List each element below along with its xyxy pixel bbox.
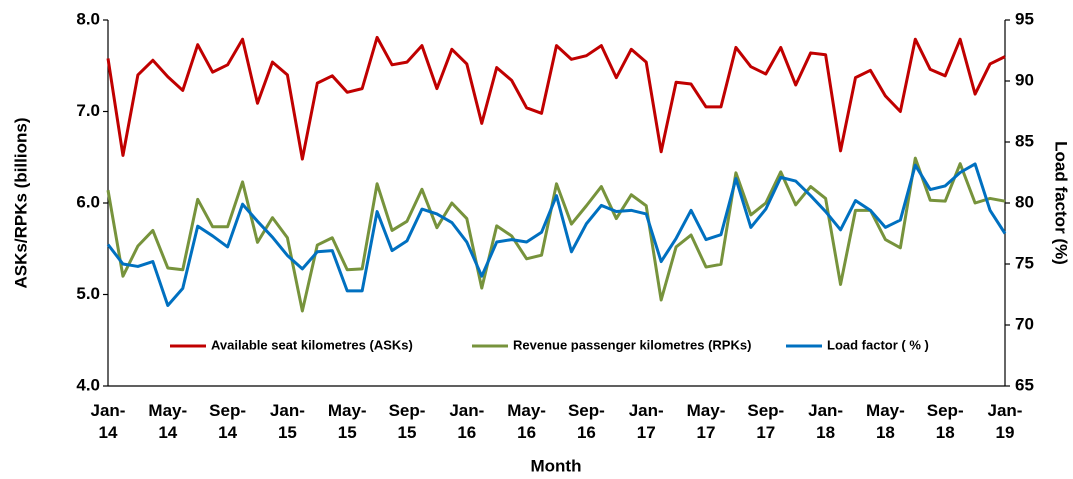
x-tick-label: May-17 bbox=[687, 401, 726, 442]
x-tick-label: Sep-18 bbox=[927, 401, 964, 442]
y2-tick-label: 95 bbox=[1015, 9, 1034, 28]
y2-tick-label: 75 bbox=[1015, 253, 1034, 272]
legend-label: Revenue passenger kilometres (RPKs) bbox=[513, 337, 751, 352]
y2-tick-label: 90 bbox=[1015, 70, 1034, 89]
x-tick-label: Jan-16 bbox=[449, 401, 484, 442]
x-tick-label: Jan-19 bbox=[988, 401, 1023, 442]
x-tick-label: Sep-14 bbox=[209, 401, 246, 442]
x-tick-label: Sep-15 bbox=[389, 401, 426, 442]
x-tick-label: Jan-18 bbox=[808, 401, 843, 442]
x-tick-label: May-16 bbox=[507, 401, 546, 442]
y-tick-label: 4.0 bbox=[76, 375, 100, 394]
legend-label: Load factor ( % ) bbox=[827, 337, 929, 352]
y-tick-label: 7.0 bbox=[76, 101, 100, 120]
x-tick-label: Jan-17 bbox=[629, 401, 664, 442]
x-tick-label: May-14 bbox=[148, 401, 187, 442]
series-line bbox=[106, 156, 1006, 313]
y-tick-label: 5.0 bbox=[76, 284, 100, 303]
y2-tick-label: 80 bbox=[1015, 192, 1034, 211]
series-line bbox=[106, 162, 1007, 307]
y2-tick-label: 85 bbox=[1015, 131, 1034, 150]
y-tick-label: 6.0 bbox=[76, 192, 100, 211]
y2-tick-label: 70 bbox=[1015, 314, 1034, 333]
x-tick-label: May-15 bbox=[328, 401, 367, 442]
y-axis-title: ASKs/RPKs (billions) bbox=[11, 118, 30, 289]
x-tick-label: May-18 bbox=[866, 401, 905, 442]
y2-axis-title: Load factor (%) bbox=[1052, 141, 1071, 265]
y2-tick-label: 65 bbox=[1015, 375, 1034, 394]
x-tick-label: Sep-17 bbox=[747, 401, 784, 442]
legend-label: Available seat kilometres (ASKs) bbox=[211, 337, 413, 352]
series-line bbox=[106, 35, 1006, 161]
x-tick-label: Sep-16 bbox=[568, 401, 605, 442]
x-tick-label: Jan-14 bbox=[91, 401, 126, 442]
x-axis-title: Month bbox=[531, 456, 582, 475]
x-tick-label: Jan-15 bbox=[270, 401, 305, 442]
y-tick-label: 8.0 bbox=[76, 9, 100, 28]
